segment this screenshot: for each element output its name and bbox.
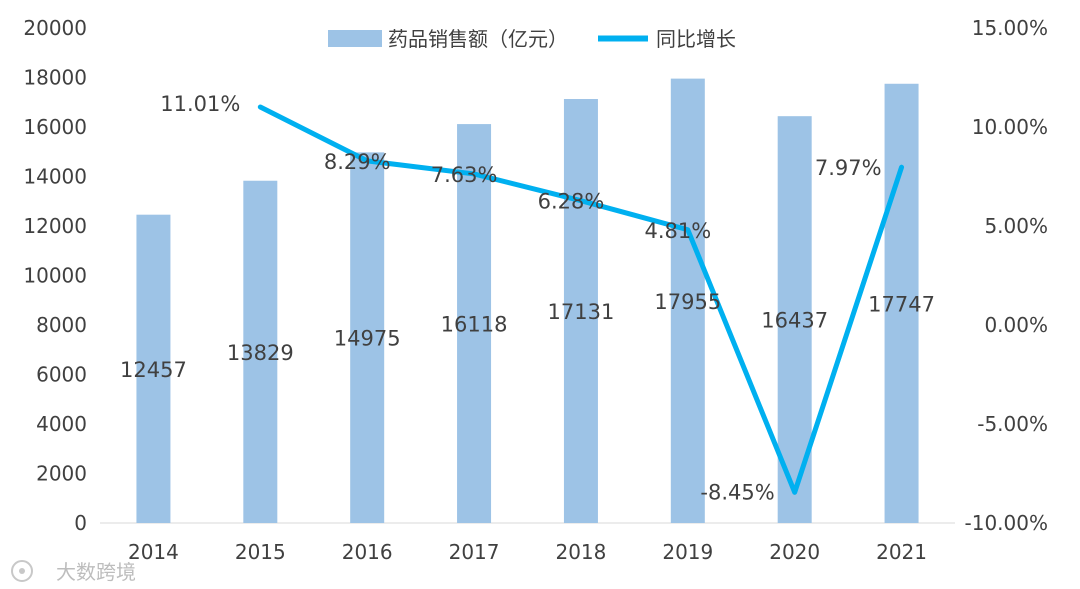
y-left-tick-label: 4000 — [36, 412, 87, 436]
watermark-text: 大数跨境 — [56, 560, 136, 584]
line-point — [793, 490, 797, 494]
y-left-tick-label: 12000 — [23, 214, 87, 238]
bar — [350, 152, 385, 523]
y-right-tick-label: 15.00% — [972, 16, 1048, 40]
bar-value-label: 17955 — [654, 290, 721, 314]
bars — [136, 78, 919, 524]
x-tick-label: 2014 — [128, 540, 179, 564]
watermark: 大数跨境 — [11, 560, 136, 584]
legend: 药品销售额（亿元） 同比增长 — [328, 27, 736, 51]
bar — [243, 180, 278, 524]
bar-value-label: 12457 — [120, 358, 187, 382]
y-right-tick-label: -5.00% — [977, 412, 1048, 436]
x-tick-label: 2021 — [876, 540, 927, 564]
growth-value-label: 4.81% — [644, 219, 711, 243]
y-left-tick-label: 10000 — [23, 264, 87, 288]
growth-value-label: 7.97% — [815, 156, 882, 180]
legend-bar-swatch — [328, 30, 382, 47]
bar-value-label: 14975 — [334, 327, 401, 351]
growth-value-label: 8.29% — [324, 150, 391, 174]
growth-value-label: 11.01% — [160, 92, 240, 116]
y-left-tick-label: 20000 — [23, 16, 87, 40]
legend-bar-label: 药品销售额（亿元） — [388, 27, 568, 51]
bar — [563, 99, 598, 523]
x-tick-label: 2018 — [555, 540, 606, 564]
x-tick-label: 2015 — [235, 540, 286, 564]
watermark-logo-dot-icon — [19, 568, 25, 574]
y-right-tick-label: 0.00% — [984, 313, 1048, 337]
y-left-tick-label: 14000 — [23, 165, 87, 189]
x-tick-label: 2017 — [449, 540, 500, 564]
y-left-tick-label: 2000 — [36, 462, 87, 486]
bar — [670, 78, 705, 524]
y-right-tick-label: -10.00% — [965, 511, 1048, 535]
axes: 0 2000 4000 6000 8000 10000 12000 14000 16000 180… — [23, 16, 1048, 564]
line-point — [258, 105, 262, 109]
y-right-tick-label: 5.00% — [984, 214, 1048, 238]
data-labels: 12457 13829 14975 16118 17131 17955 16437 17747… — [120, 92, 935, 504]
x-tick-label: 2016 — [342, 540, 393, 564]
y-right-tick-label: 10.00% — [972, 115, 1048, 139]
line-point — [579, 199, 583, 203]
y-left-tick-label: 8000 — [36, 313, 87, 337]
legend-line-label: 同比增长 — [656, 27, 736, 51]
x-tick-label: 2020 — [769, 540, 820, 564]
bar-value-label: 16118 — [441, 313, 508, 337]
bar — [884, 83, 919, 523]
line-point — [472, 172, 476, 176]
bar-value-label: 17747 — [868, 292, 935, 316]
y-left-tick-label: 0 — [74, 511, 87, 535]
growth-value-label: 6.28% — [538, 190, 605, 214]
growth-value-label: 7.63% — [431, 163, 498, 187]
line-point — [686, 228, 690, 232]
growth-line — [257, 104, 905, 495]
watermark-logo-icon — [11, 560, 33, 582]
bar — [136, 214, 171, 523]
bar — [457, 124, 492, 523]
line-point — [365, 159, 369, 163]
bar-value-label: 13829 — [227, 341, 294, 365]
y-left-tick-label: 16000 — [23, 115, 87, 139]
bar-value-label: 17131 — [548, 300, 615, 324]
y-left-tick-label: 18000 — [23, 66, 87, 90]
line-point — [900, 165, 904, 169]
bar-value-label: 16437 — [761, 309, 828, 333]
x-tick-label: 2019 — [662, 540, 713, 564]
growth-value-label: -8.45% — [700, 480, 774, 504]
y-left-tick-label: 6000 — [36, 363, 87, 387]
